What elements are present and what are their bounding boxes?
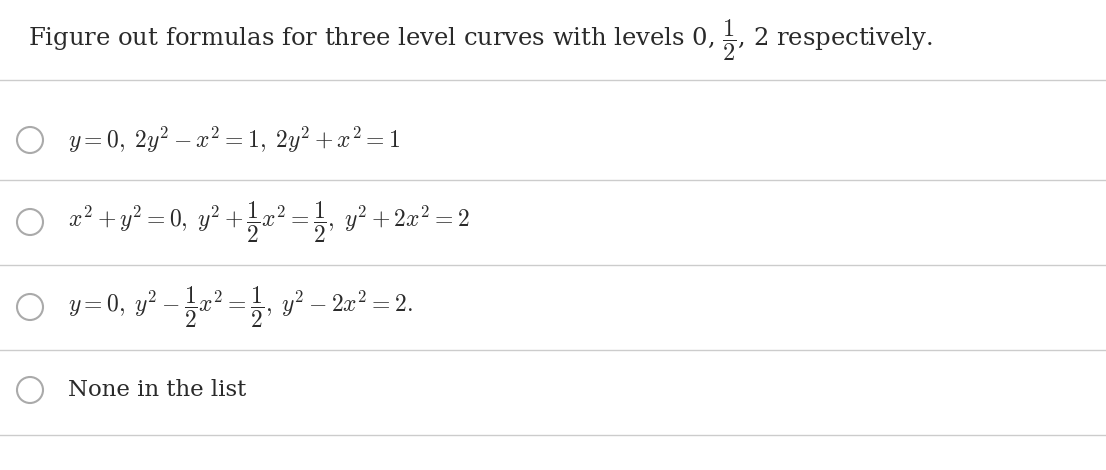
Text: $y = 0, \; y^2 - \dfrac{1}{2}x^2 = \dfrac{1}{2}, \; y^2 - 2x^2 = 2.$: $y = 0, \; y^2 - \dfrac{1}{2}x^2 = \dfra…	[67, 284, 413, 329]
Text: $x^2 + y^2 = 0, \; y^2 + \dfrac{1}{2}x^2 = \dfrac{1}{2}, \; y^2 + 2x^2 = 2$: $x^2 + y^2 = 0, \; y^2 + \dfrac{1}{2}x^2…	[67, 199, 470, 245]
Text: $y = 0, \; 2y^2 - x^2 = 1, \; 2y^2 + x^2 = 1$: $y = 0, \; 2y^2 - x^2 = 1, \; 2y^2 + x^2…	[67, 125, 400, 155]
Text: None in the list: None in the list	[67, 379, 247, 401]
Text: Figure out formulas for three level curves with levels 0, $\dfrac{1}{2}$, 2 resp: Figure out formulas for three level curv…	[28, 17, 932, 63]
